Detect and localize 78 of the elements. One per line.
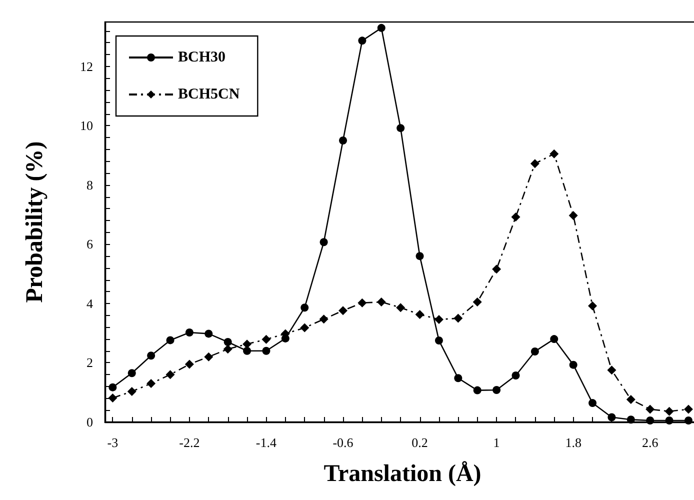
- point: [492, 386, 501, 394]
- point: [530, 159, 540, 168]
- point: [626, 394, 636, 404]
- point: [607, 366, 616, 375]
- point: [262, 334, 271, 344]
- point: [185, 328, 194, 337]
- point: [224, 338, 232, 346]
- point: [338, 306, 348, 316]
- point: [550, 149, 559, 158]
- point: [568, 210, 578, 220]
- point: [664, 406, 674, 416]
- point: [588, 301, 598, 310]
- point: [147, 352, 156, 360]
- point: [530, 347, 539, 356]
- point: [684, 404, 693, 414]
- point: [646, 404, 655, 414]
- point: [243, 346, 252, 355]
- point: [416, 252, 424, 260]
- point: [300, 323, 310, 332]
- point: [166, 370, 175, 380]
- y-tick-label: 8: [86, 177, 93, 192]
- point: [454, 374, 462, 382]
- point: [434, 336, 443, 345]
- point: [569, 360, 578, 369]
- point: [434, 314, 444, 324]
- point: [646, 416, 654, 425]
- x-tick-label: 1: [493, 435, 500, 450]
- legend-label: BCH5CN: [178, 86, 240, 102]
- x-tick-label: 2.6: [642, 435, 659, 450]
- x-tick-label: 1.8: [565, 435, 582, 450]
- point: [300, 304, 309, 312]
- point: [127, 386, 136, 396]
- point: [146, 378, 156, 388]
- point: [358, 298, 367, 308]
- point: [472, 298, 482, 306]
- point: [396, 303, 406, 312]
- point: [396, 124, 405, 132]
- x-tick-label: -1.4: [256, 435, 278, 450]
- point: [608, 413, 616, 422]
- point: [626, 416, 635, 424]
- legend-label: BCH30: [178, 50, 226, 66]
- point: [108, 383, 117, 392]
- x-tick-label: -2.2: [179, 435, 200, 450]
- point: [204, 330, 213, 338]
- x-tick-label: 0.2: [412, 435, 428, 450]
- point: [665, 416, 674, 425]
- point: [166, 336, 174, 344]
- point: [184, 360, 194, 369]
- y-tick-label: 4: [86, 296, 94, 311]
- point: [550, 335, 558, 344]
- point: [339, 136, 347, 145]
- y-axis-title: Probability (%): [22, 141, 48, 303]
- point: [319, 314, 328, 324]
- y-tick-label: 0: [86, 414, 93, 430]
- x-tick-label: -0.6: [332, 435, 354, 450]
- point: [454, 314, 463, 323]
- point: [128, 369, 136, 378]
- point: [204, 352, 214, 362]
- point: [320, 238, 328, 246]
- point: [684, 416, 692, 425]
- point: [108, 394, 118, 402]
- point: [588, 399, 597, 408]
- point: [415, 310, 424, 319]
- x-axis-title: Translation (Å): [324, 461, 482, 487]
- point: [511, 212, 520, 222]
- y-tick-label: 2: [86, 355, 93, 370]
- y-tick-label: 6: [86, 236, 94, 252]
- point: [262, 346, 270, 355]
- point: [512, 371, 520, 380]
- point: [223, 344, 232, 354]
- y-tick-label: 12: [80, 58, 93, 74]
- point: [358, 36, 366, 45]
- point: [377, 24, 386, 32]
- point: [473, 386, 482, 394]
- point: [492, 264, 502, 274]
- x-tick-label: -3: [107, 435, 118, 450]
- point: [376, 298, 386, 306]
- y-tick-label: 10: [80, 118, 93, 134]
